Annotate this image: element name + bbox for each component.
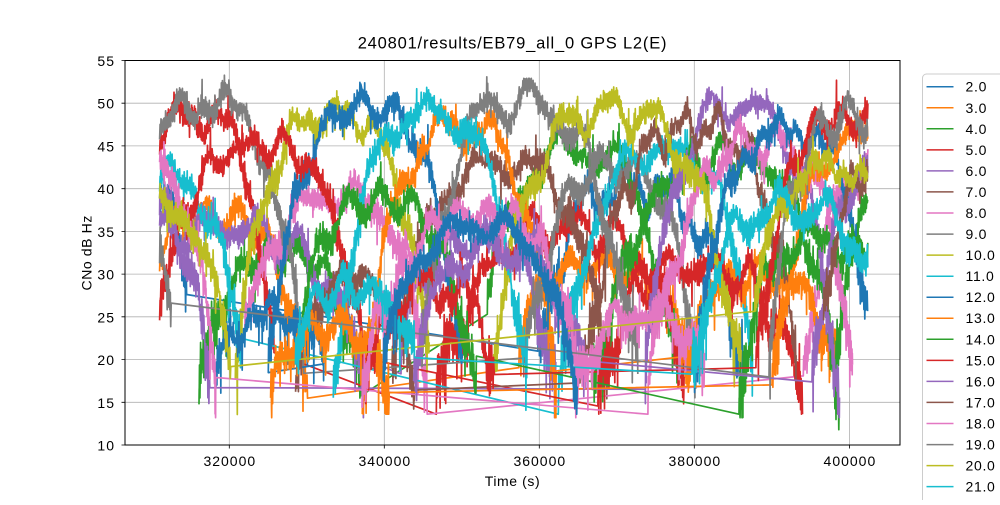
svg-text:320000: 320000 (203, 453, 256, 469)
svg-text:240801/results/EB79_all_0 GPS: 240801/results/EB79_all_0 GPS L2(E) (358, 35, 668, 53)
svg-text:10: 10 (97, 438, 115, 454)
svg-text:8.0: 8.0 (966, 205, 988, 221)
svg-text:7.0: 7.0 (966, 184, 988, 200)
svg-text:25: 25 (97, 309, 115, 325)
svg-text:30: 30 (97, 267, 115, 283)
svg-text:340000: 340000 (358, 453, 411, 469)
svg-text:400000: 400000 (824, 453, 877, 469)
svg-text:40: 40 (97, 181, 115, 197)
svg-text:35: 35 (97, 224, 115, 240)
svg-text:3.0: 3.0 (966, 100, 988, 116)
svg-text:2.0: 2.0 (966, 79, 988, 95)
svg-text:19.0: 19.0 (966, 437, 996, 453)
svg-text:12.0: 12.0 (966, 289, 996, 305)
svg-text:4.0: 4.0 (966, 121, 988, 137)
svg-text:45: 45 (97, 138, 115, 154)
svg-text:16.0: 16.0 (966, 373, 996, 389)
svg-text:360000: 360000 (513, 453, 566, 469)
svg-text:380000: 380000 (668, 453, 721, 469)
svg-text:17.0: 17.0 (966, 394, 996, 410)
svg-text:55: 55 (97, 53, 115, 69)
svg-text:18.0: 18.0 (966, 416, 996, 432)
svg-text:Time (s): Time (s) (485, 473, 541, 489)
svg-text:CNo dB Hz: CNo dB Hz (79, 215, 95, 290)
svg-text:14.0: 14.0 (966, 331, 996, 347)
svg-text:20: 20 (97, 352, 115, 368)
svg-text:21.0: 21.0 (966, 479, 996, 495)
svg-text:13.0: 13.0 (966, 310, 996, 326)
svg-text:11.0: 11.0 (966, 268, 995, 284)
svg-text:6.0: 6.0 (966, 163, 988, 179)
svg-text:9.0: 9.0 (966, 226, 988, 242)
svg-text:15: 15 (97, 395, 115, 411)
svg-text:10.0: 10.0 (966, 247, 996, 263)
svg-text:15.0: 15.0 (966, 352, 996, 368)
svg-text:5.0: 5.0 (966, 142, 988, 158)
svg-text:20.0: 20.0 (966, 458, 996, 474)
svg-text:50: 50 (97, 96, 115, 112)
